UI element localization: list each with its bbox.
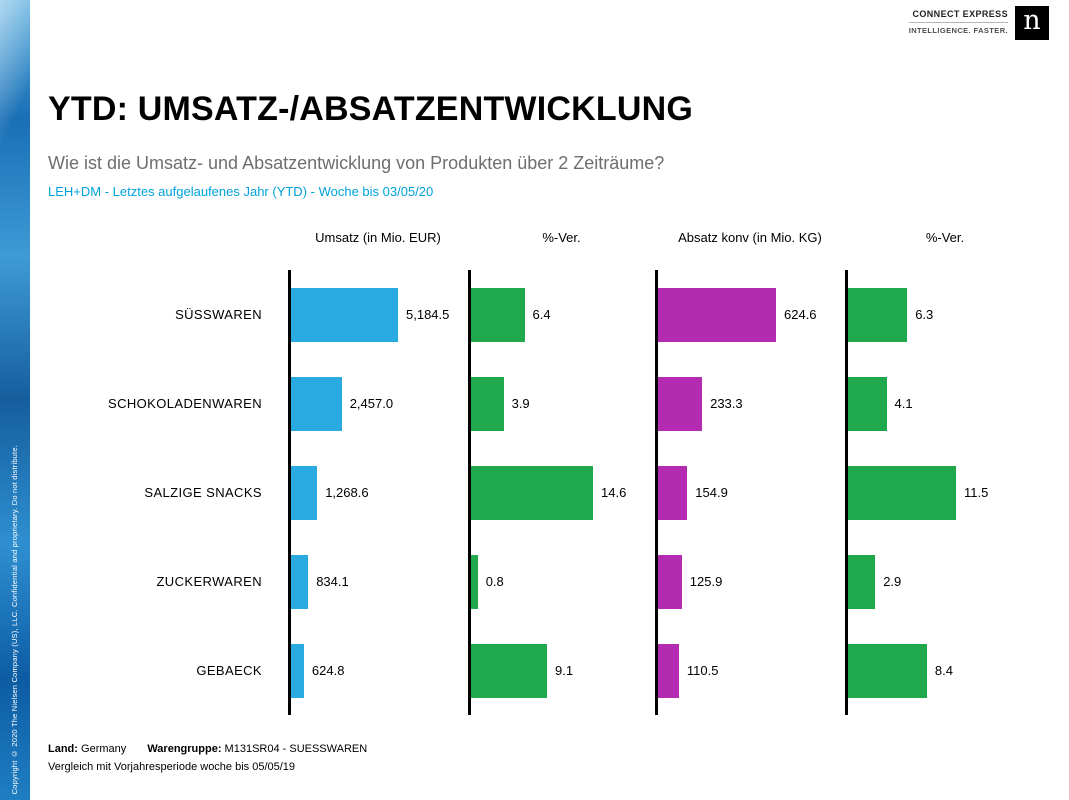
bar-s-sswaren <box>291 287 398 342</box>
chart-panel: 110.5 <box>655 626 845 715</box>
bar-salzige-snacks <box>848 465 956 520</box>
footnote-line1: Land: Germany Warengruppe: M131SR04 - SU… <box>48 741 367 759</box>
category-label: SÜSSWAREN <box>175 307 262 322</box>
bar-value-label: 11.5 <box>964 485 989 500</box>
chart-row: GEBAECK 624.8 9.1 110.5 8.4 <box>30 626 1065 715</box>
bar-value-label: 3.9 <box>511 396 530 411</box>
bar-salzige-snacks <box>291 465 318 520</box>
bar-s-sswaren <box>658 287 776 342</box>
chart-panel: 3.9 <box>468 359 655 448</box>
chart-row: SÜSSWAREN 5,184.5 6.4 624.6 6.3 <box>30 270 1065 359</box>
bar-gebaeck <box>471 643 547 698</box>
bar-value-label: 0.8 <box>485 574 504 589</box>
bar-value-label: 6.4 <box>532 307 551 322</box>
category-label: SALZIGE SNACKS <box>144 485 262 500</box>
chart-row: ZUCKERWAREN 834.1 0.8 125.9 2.9 <box>30 537 1065 626</box>
slide-content: CONNECT EXPRESS INTELLIGENCE. FASTER. n … <box>30 0 1069 800</box>
chart-panel: 0.8 <box>468 537 655 626</box>
column-header-3: %-Ver. <box>925 230 965 245</box>
bar-value-label: 9.1 <box>555 663 574 678</box>
bar-value-label: 8.4 <box>934 663 953 678</box>
bar-zuckerwaren <box>291 554 309 609</box>
chart-panel: 154.9 <box>655 448 845 537</box>
brand-taglines: CONNECT EXPRESS INTELLIGENCE. FASTER. <box>908 6 1008 35</box>
bar-value-label: 110.5 <box>686 663 719 678</box>
bar-value-label: 2,457.0 <box>349 396 394 411</box>
column-header-1: %-Ver. <box>542 230 581 245</box>
footnote-label-land: Land: <box>48 743 78 755</box>
brand-tagline-primary: CONNECT EXPRESS <box>908 9 1008 23</box>
chart-panel: 14.6 <box>468 448 655 537</box>
chart-panel: 6.4 <box>468 270 655 359</box>
footnote: Land: Germany Warengruppe: M131SR04 - SU… <box>48 741 367 776</box>
scope-line: LEH+DM - Letztes aufgelaufenes Jahr (YTD… <box>48 184 434 199</box>
bar-gebaeck <box>658 643 679 698</box>
bar-value-label: 5,184.5 <box>406 307 450 322</box>
category-label: ZUCKERWAREN <box>156 574 262 589</box>
chart-panel: 6.3 <box>845 270 1045 359</box>
chart-panel: 1,268.6 <box>288 448 468 537</box>
bar-gebaeck <box>848 643 927 698</box>
bar-value-label: 125.9 <box>689 574 723 589</box>
chart-panel: 4.1 <box>845 359 1045 448</box>
page-title: YTD: UMSATZ-/ABSATZENTWICKLUNG <box>48 90 693 128</box>
bar-value-label: 834.1 <box>316 574 349 589</box>
chart-panel: 5,184.5 <box>288 270 468 359</box>
footnote-label-warengruppe: Warengruppe: <box>147 743 222 755</box>
footnote-value-land: Germany <box>81 743 127 755</box>
bar-gebaeck <box>291 643 304 698</box>
bar-schokoladenwaren <box>848 376 887 431</box>
bar-salzige-snacks <box>658 465 688 520</box>
bar-schokoladenwaren <box>291 376 342 431</box>
subtitle-question: Wie ist die Umsatz- und Absatzentwicklun… <box>48 153 665 173</box>
chart-panel: 11.5 <box>845 448 1045 537</box>
chart-panel: 233.3 <box>655 359 845 448</box>
footnote-value-warengruppe: M131SR04 - SUESSWAREN <box>224 743 368 755</box>
bar-value-label: 14.6 <box>601 485 627 500</box>
bar-value-label: 6.3 <box>915 307 934 322</box>
bar-schokoladenwaren <box>658 376 703 431</box>
chart-column-headers: Umsatz (in Mio. EUR) %-Ver. Absatz konv (i… <box>30 225 1065 270</box>
bar-s-sswaren <box>471 287 525 342</box>
chart-panel: 624.8 <box>288 626 468 715</box>
bar-value-label: 1,268.6 <box>325 485 369 500</box>
bar-salzige-snacks <box>471 465 593 520</box>
bar-s-sswaren <box>848 287 908 342</box>
chart-panel: 9.1 <box>468 626 655 715</box>
bar-zuckerwaren <box>471 554 478 609</box>
bar-schokoladenwaren <box>471 376 504 431</box>
bar-zuckerwaren <box>658 554 682 609</box>
copyright-text: Copyright © 2020 The Nielsen Company (US… <box>10 444 19 794</box>
chart-panel: 2.9 <box>845 537 1045 626</box>
bar-value-label: 4.1 <box>894 396 913 411</box>
category-label: SCHOKOLADENWAREN <box>108 396 262 411</box>
brand-tagline-secondary: INTELLIGENCE. FASTER. <box>908 26 1008 35</box>
bar-chart: Umsatz (in Mio. EUR) %-Ver. Absatz konv (i… <box>30 225 1065 715</box>
chart-panel: 624.6 <box>655 270 845 359</box>
nielsen-logo-icon: n <box>1015 6 1049 40</box>
bar-zuckerwaren <box>848 554 876 609</box>
column-header-2: Absatz konv (in Mio. KG) <box>678 230 822 245</box>
bar-value-label: 2.9 <box>883 574 902 589</box>
bar-value-label: 624.6 <box>784 307 817 322</box>
chart-panel: 125.9 <box>655 537 845 626</box>
bar-value-label: 154.9 <box>695 485 728 500</box>
chart-panel: 2,457.0 <box>288 359 468 448</box>
brand-block: CONNECT EXPRESS INTELLIGENCE. FASTER. n <box>908 6 1049 40</box>
footnote-line2: Vergleich mit Vorjahresperiode woche bis… <box>48 760 296 773</box>
bar-value-label: 233.3 <box>710 396 743 411</box>
chart-row: SALZIGE SNACKS 1,268.6 14.6 154.9 11.5 <box>30 448 1065 537</box>
bar-value-label: 624.8 <box>311 663 345 678</box>
column-header-0: Umsatz (in Mio. EUR) <box>315 230 441 245</box>
category-label: GEBAECK <box>196 663 262 678</box>
chart-row: SCHOKOLADENWAREN 2,457.0 3.9 233.3 4.1 <box>30 359 1065 448</box>
chart-panel: 834.1 <box>288 537 468 626</box>
chart-panel: 8.4 <box>845 626 1045 715</box>
decorative-side-strip: Copyright © 2020 The Nielsen Company (US… <box>0 0 30 800</box>
